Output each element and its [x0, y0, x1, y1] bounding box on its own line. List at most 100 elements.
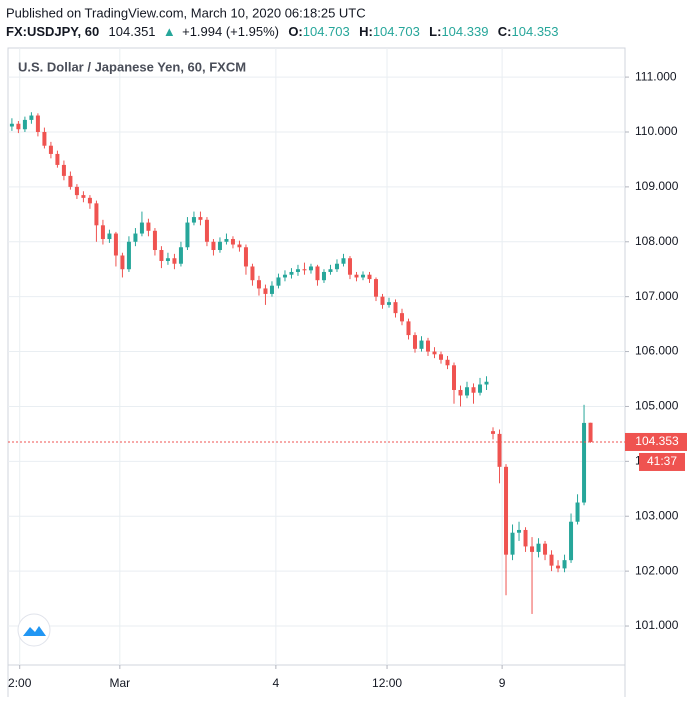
symbol-header: FX:USDJPY, 60 104.351 ▲ +1.994 (+1.95%) … — [6, 24, 559, 39]
change: +1.994 (+1.95%) — [182, 24, 279, 39]
candle-body — [562, 560, 567, 569]
candle-body — [81, 195, 86, 198]
x-tick-label: 9 — [499, 676, 506, 690]
candle-body — [263, 288, 268, 294]
candle-body — [556, 565, 561, 569]
candle-body — [419, 340, 424, 349]
candle-body — [191, 217, 196, 223]
candle-body — [328, 269, 333, 272]
y-tick-label: 110.000 — [635, 124, 678, 138]
candle-body — [582, 422, 587, 503]
candle-body — [523, 529, 528, 547]
candle-body — [126, 241, 131, 270]
ohlc-value: 104.703 — [303, 24, 350, 39]
candle-body — [35, 115, 40, 132]
ohlc-label: C: — [498, 24, 512, 39]
candle-body — [439, 354, 444, 360]
x-tick-label: 12:00 — [372, 676, 402, 690]
candle-body — [237, 244, 242, 248]
x-tick-label: 4 — [273, 676, 280, 690]
overlay: 101.000102.000103.000104.000105.000106.0… — [8, 69, 687, 690]
countdown-box — [639, 452, 685, 471]
ohlc-label: H: — [359, 24, 373, 39]
candle-body — [74, 186, 79, 196]
candle-body — [42, 131, 47, 146]
candle-body — [120, 255, 125, 270]
candle-body — [549, 554, 554, 566]
ohlc-label: L: — [429, 24, 441, 39]
candle-body — [432, 351, 437, 355]
candle-body — [347, 258, 352, 275]
candle-body — [295, 269, 300, 272]
candle-body — [360, 274, 365, 278]
candle-body — [497, 433, 502, 467]
x-tick-label: 2:00 — [8, 676, 32, 690]
candle-body — [211, 241, 216, 251]
candle-body — [569, 521, 574, 561]
y-tick-label: 111.000 — [635, 69, 677, 83]
candle-body — [61, 164, 66, 176]
candle-body — [484, 381, 489, 385]
chart-title: U.S. Dollar / Japanese Yen, 60, FXCM — [18, 59, 246, 74]
candle-body — [491, 431, 496, 434]
countdown-label: 41:37 — [647, 454, 677, 468]
candle-body — [412, 335, 417, 349]
ohlc-value: 104.703 — [373, 24, 420, 39]
y-tick-label: 107.000 — [635, 289, 679, 303]
candle-body — [341, 258, 346, 264]
candle-body — [230, 239, 235, 245]
candle-body — [575, 502, 580, 522]
candle-body — [465, 387, 470, 396]
candle-body — [445, 359, 450, 366]
candle-body — [393, 302, 398, 314]
candle-body — [55, 153, 60, 165]
candle-body — [107, 233, 112, 240]
candle-body — [543, 543, 548, 555]
candle-body — [530, 546, 535, 552]
candle-body — [100, 225, 105, 240]
candle-body — [471, 387, 476, 393]
candle-body — [133, 233, 138, 242]
candle-body — [276, 277, 281, 286]
y-tick-label: 106.000 — [635, 344, 679, 358]
candle-body — [48, 145, 53, 154]
candle-body — [146, 222, 151, 231]
candle-body — [204, 219, 209, 242]
candle-body — [16, 123, 21, 130]
candle-body — [367, 274, 372, 280]
candle-body — [354, 274, 359, 278]
y-tick-label: 101.000 — [635, 618, 679, 632]
last-price-box — [625, 432, 687, 451]
candle-body — [9, 123, 14, 127]
candle-body — [165, 258, 170, 261]
candle-body — [217, 241, 222, 251]
candle-body — [321, 271, 326, 281]
candle-body — [308, 266, 313, 271]
candle-body — [510, 532, 515, 555]
candle-body — [22, 119, 27, 130]
last-price: 104.351 — [109, 24, 156, 39]
candle-body — [452, 365, 457, 390]
candle-body — [588, 422, 593, 442]
candle-body — [172, 258, 177, 264]
y-tick-label: 103.000 — [635, 508, 679, 522]
last-price-label: 104.353 — [635, 434, 679, 448]
candle-body — [302, 269, 307, 271]
candle-body — [224, 239, 229, 242]
candle-body — [334, 263, 339, 270]
candle-body — [139, 222, 144, 234]
candle-body — [269, 285, 274, 294]
candle-body — [426, 340, 431, 352]
candle-body — [68, 175, 73, 187]
candle-body — [250, 266, 255, 281]
candle-body — [178, 247, 183, 264]
y-tick-label: 102.000 — [635, 563, 679, 577]
candle-body — [198, 217, 203, 220]
grid — [8, 48, 629, 669]
candle-body — [94, 203, 99, 226]
candle-body — [243, 247, 248, 267]
candle-body — [29, 115, 34, 120]
candle-body — [289, 271, 294, 275]
y-tick-label: 108.000 — [635, 234, 679, 248]
